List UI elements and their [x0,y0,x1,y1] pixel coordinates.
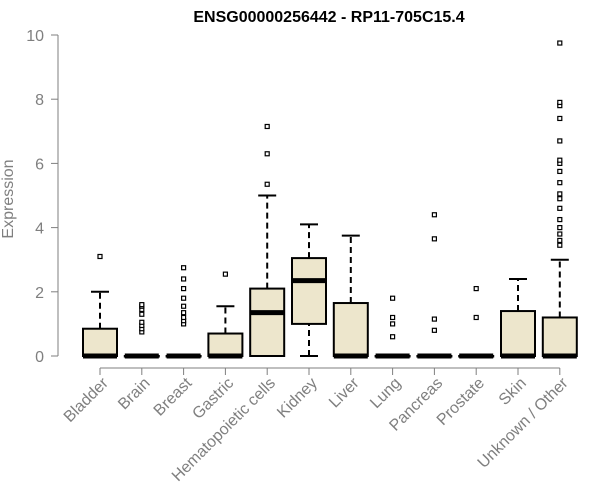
outlier-point [557,216,563,223]
chart-title: ENSG00000256442 - RP11-705C15.4 [193,9,464,26]
outlier-point [181,303,187,309]
box [541,316,578,358]
x-tick-label: Skin [496,375,530,409]
x-tick-label: Breast [151,374,196,419]
outlier-point [181,295,187,301]
y-tick-label: 4 [35,221,44,238]
outlier-point [557,138,563,144]
outlier-point [181,314,187,321]
outlier-point [431,327,437,333]
x-tick-label: Brain [115,375,153,413]
outlier-point [390,314,396,321]
outlier-point [264,123,270,130]
outlier-point [181,276,187,282]
x-tick-label: Bladder [61,374,112,425]
box [291,257,327,325]
outlier-point [557,231,563,237]
outlier-point [390,295,396,301]
y-tick-label: 8 [35,92,44,109]
y-tick-label: 0 [35,349,44,366]
outlier-point [431,316,437,322]
outlier-point [557,40,563,46]
outlier-point [181,265,187,271]
y-tick-label: 2 [35,285,44,302]
y-axis-label: Expression [0,159,17,238]
outlier-point [557,242,563,248]
box [500,310,536,357]
outlier-point [557,225,563,231]
x-tick-label: Kidney [274,375,321,422]
outlier-point [181,285,187,292]
outlier-point [390,321,396,327]
y-tick-label: 10 [26,28,44,45]
y-tick-label: 6 [35,156,44,173]
outlier-point [264,181,270,187]
outlier-point [431,212,437,218]
outlier-point [557,157,563,163]
outlier-point [557,196,563,202]
outlier-point [557,115,563,122]
outlier-point [557,99,563,106]
box [82,327,118,357]
outlier-point [97,253,103,260]
outlier-point [264,151,270,157]
outlier-point [557,205,563,211]
outlier-point [557,191,563,197]
x-tick-label: Liver [326,374,363,411]
outlier-point [181,310,187,316]
outlier-point [139,311,145,317]
outlier-point [557,180,563,186]
outlier-point [473,285,479,292]
outlier-point [473,314,479,321]
box [332,302,369,358]
box [207,332,244,357]
outlier-point [139,319,145,325]
outlier-point [431,236,437,242]
outlier-point [390,334,396,340]
box [249,287,286,357]
x-tick-label: Lung [367,375,404,412]
outlier-point [139,302,145,308]
outlier-point [557,237,563,244]
outlier-point [557,168,563,175]
outlier-point [222,271,228,277]
